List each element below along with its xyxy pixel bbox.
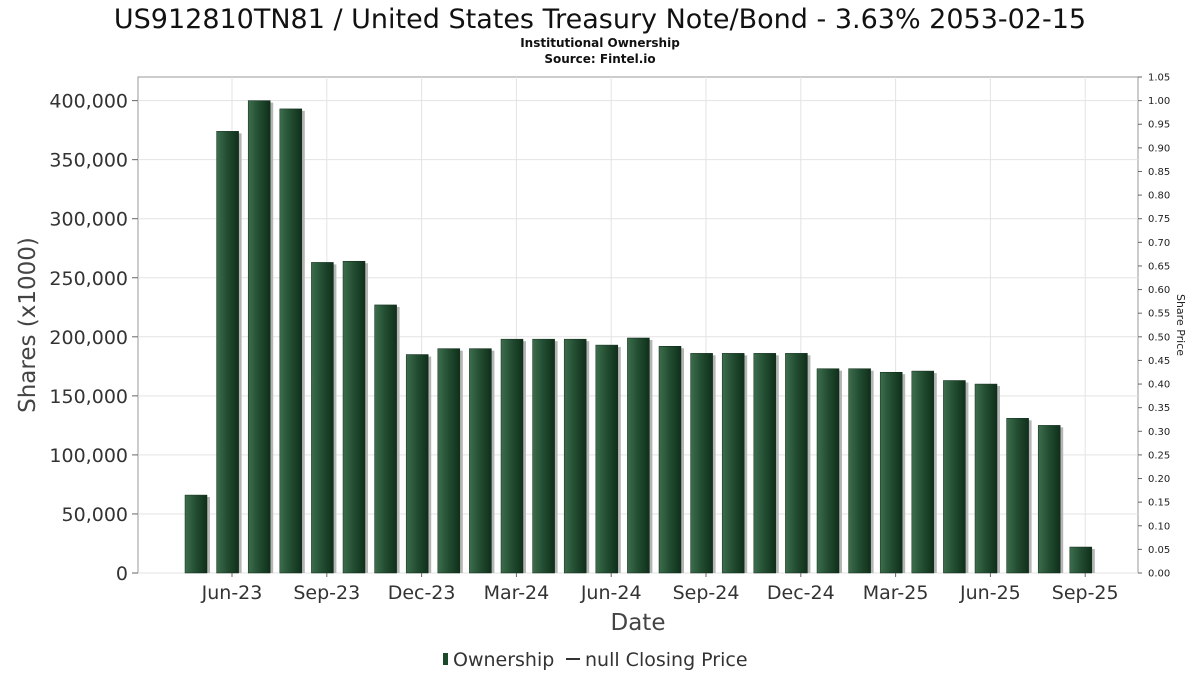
ownership-bar	[848, 368, 871, 574]
legend-closing-price-label: null Closing Price	[585, 649, 748, 671]
y2-tick-label: 0.85	[1148, 167, 1170, 178]
ownership-bar	[247, 100, 271, 574]
ownership-bar	[500, 338, 524, 574]
ownership-bar	[627, 337, 650, 574]
x-tick-label: Jun-24	[580, 582, 642, 604]
ownership-bar	[785, 353, 808, 574]
y2-tick-label: 0.55	[1148, 309, 1170, 320]
y2-tick-label: 0.70	[1148, 238, 1170, 249]
legend-ownership-label: Ownership	[453, 649, 554, 671]
y-tick-label: 0	[116, 563, 128, 585]
y-tick-label: 100,000	[49, 445, 128, 467]
y-tick-label: 150,000	[49, 386, 128, 408]
ownership-bar	[311, 262, 334, 574]
ownership-bar	[563, 338, 587, 574]
ownership-bar	[216, 131, 239, 574]
ownership-bar	[911, 370, 935, 574]
ownership-bar	[595, 344, 619, 574]
ownership-bar	[690, 353, 713, 574]
y-tick-label: 50,000	[62, 504, 128, 526]
bar-series-ownership	[184, 100, 1095, 574]
y2-tick-label: 0.80	[1148, 191, 1170, 202]
y2-tick-label: 0.90	[1148, 143, 1170, 154]
y2-tick-label: 0.50	[1148, 332, 1170, 343]
y2-axis-ticks: 0.00 0.05 0.10 0.15 0.20 0.25 0.30 0.35 0.40 0.45…	[1138, 73, 1170, 580]
ownership-bar	[1006, 418, 1029, 574]
x-tick-label: Mar-24	[484, 582, 550, 604]
y2-tick-label: 0.75	[1148, 214, 1170, 225]
ownership-bar	[1069, 546, 1093, 574]
ownership-bar	[879, 371, 903, 574]
y2-tick-label: 0.45	[1148, 356, 1170, 367]
x-tick-label: Sep-23	[293, 582, 360, 604]
x-tick-label: Dec-24	[767, 582, 835, 604]
x-tick-label: Mar-25	[863, 582, 929, 604]
y2-tick-label: 0.05	[1148, 545, 1170, 556]
y2-tick-label: 0.00	[1148, 569, 1170, 580]
y2-tick-label: 0.65	[1148, 261, 1170, 272]
ownership-bar	[532, 338, 555, 574]
y2-tick-label: 0.15	[1148, 498, 1170, 509]
ownership-bar	[1037, 425, 1061, 574]
ownership-bar	[279, 108, 303, 574]
ownership-bar	[184, 494, 208, 574]
x-tick-label: Sep-25	[1052, 582, 1119, 604]
x-tick-label: Jun-25	[959, 582, 1021, 604]
x-axis-ticks: Jun-23 Sep-23 Dec-23 Mar-24 Jun-24 Sep-24 Dec-…	[201, 573, 1119, 604]
ownership-bar	[374, 304, 397, 574]
y-tick-label: 400,000	[49, 91, 128, 113]
ownership-bar	[816, 368, 840, 574]
ownership-bar	[469, 348, 492, 574]
y-tick-label: 200,000	[49, 327, 128, 349]
y-tick-label: 250,000	[49, 268, 128, 290]
ownership-bar	[342, 260, 366, 574]
y2-tick-label: 1.05	[1148, 73, 1170, 84]
y2-tick-label: 0.95	[1148, 120, 1170, 131]
y2-tick-label: 0.25	[1148, 450, 1170, 461]
ownership-bar	[721, 353, 745, 574]
y-axis-label: Shares (x1000)	[15, 237, 41, 413]
y-tick-label: 350,000	[49, 150, 128, 172]
y2-tick-label: 0.40	[1148, 380, 1170, 391]
x-axis-label: Date	[611, 610, 666, 636]
ownership-bar	[658, 346, 682, 574]
ownership-bar	[753, 353, 777, 574]
chart-subtitle: Institutional Ownership	[520, 36, 680, 50]
y-axis-ticks: 0 50,000 100,000 150,000 200,000 250,000 300,0…	[49, 91, 138, 585]
y2-tick-label: 0.30	[1148, 427, 1170, 438]
legend-ownership-swatch	[443, 653, 448, 665]
x-tick-label: Dec-23	[388, 582, 456, 604]
y2-tick-label: 0.60	[1148, 285, 1170, 296]
ownership-bar	[437, 348, 461, 574]
x-tick-label: Jun-23	[201, 582, 263, 604]
ownership-bar	[943, 380, 966, 574]
y2-axis-label: Share Price	[1174, 294, 1187, 356]
y2-tick-label: 0.10	[1148, 521, 1170, 532]
legend: Ownership null Closing Price	[443, 649, 748, 671]
ownership-bar	[405, 354, 429, 574]
chart-title: US912810TN81 / United States Treasury No…	[114, 4, 1086, 35]
y-tick-label: 300,000	[49, 209, 128, 231]
y2-tick-label: 0.35	[1148, 403, 1170, 414]
y2-tick-label: 0.20	[1148, 474, 1170, 485]
chart-source: Source: Fintel.io	[544, 52, 655, 66]
x-tick-label: Sep-24	[673, 582, 740, 604]
y2-tick-label: 1.00	[1148, 96, 1170, 107]
ownership-bar	[974, 383, 998, 574]
